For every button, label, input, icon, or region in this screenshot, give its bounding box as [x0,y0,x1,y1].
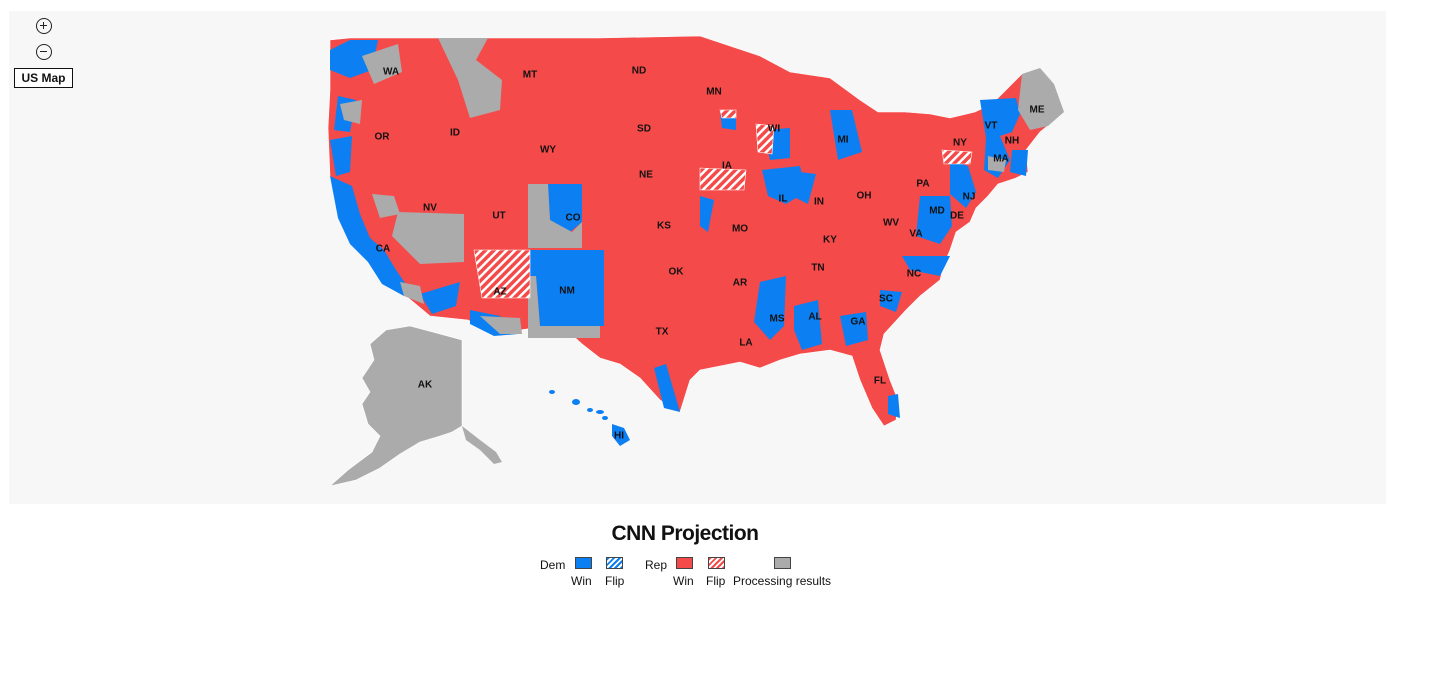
state-label-az: AZ [493,287,506,298]
legend-dem-label: Dem [540,558,566,572]
alaska-panhandle [462,426,502,464]
state-label-wv: WV [883,218,899,229]
state-label-nj: NJ [963,192,976,203]
rep-flip-districts [473,109,973,299]
state-label-ar: AR [733,278,748,289]
legend-rep-win-label: Win [673,574,694,588]
state-label-ma: MA [993,154,1009,165]
state-label-md: MD [929,206,945,217]
state-label-nc: NC [907,269,921,280]
zoom-out-icon[interactable] [36,44,52,60]
state-label-wi: WI [768,124,780,135]
alaska-shape [329,325,463,487]
us-map-button[interactable]: US Map [14,68,73,88]
state-label-mi: MI [837,135,848,146]
state-label-mn: MN [706,87,722,98]
state-label-pa: PA [916,179,929,190]
state-label-nm: NM [559,286,575,297]
legend-dem-win-swatch [575,557,592,569]
legend-dem-win-label: Win [571,574,592,588]
legend: Dem Win Flip Rep Win Flip Processing res… [0,556,1442,596]
state-label-id: ID [450,128,460,139]
state-label-ok: OK [669,267,685,278]
legend-processing-label: Processing results [733,574,832,588]
state-label-ms: MS [770,314,785,325]
state-label-wy: WY [540,145,556,156]
state-label-al: AL [808,312,821,323]
hawaii-shape [549,390,630,446]
us-house-map[interactable]: WA OR CA NV ID MT WY UT AZ CO NM ND SD N… [0,0,1442,510]
state-label-wa: WA [383,67,399,78]
legend-dem-flip-label: Flip [605,574,625,588]
state-label-vt: VT [985,121,998,132]
state-label-co: CO [566,213,581,224]
state-label-me: ME [1030,105,1045,116]
state-label-ga: GA [851,317,866,328]
state-label-de: DE [950,211,964,222]
state-label-fl: FL [874,376,886,387]
state-label-va: VA [909,229,922,240]
legend-rep-flip-swatch [708,557,725,569]
state-label-il: IL [779,194,788,205]
legend-processing-swatch [774,557,791,569]
state-label-sd: SD [637,124,651,135]
legend-rep-label: Rep [645,558,668,572]
state-label-tx: TX [656,327,669,338]
state-label-hi: HI [614,431,624,442]
state-label-sc: SC [879,294,893,305]
state-label-ny: NY [953,138,967,149]
state-label-ak: AK [418,380,433,391]
state-label-nh: NH [1005,136,1019,147]
state-label-tn: TN [811,263,824,274]
legend-dem-flip-swatch [606,557,623,569]
legend-title: CNN Projection [611,522,759,545]
state-label-ks: KS [657,221,671,232]
state-label-nv: NV [423,203,437,214]
state-labels: WA OR CA NV ID MT WY UT AZ CO NM ND SD N… [375,66,1045,442]
processing-districts [340,38,1064,338]
state-label-ky: KY [823,235,837,246]
state-label-nd: ND [632,66,646,77]
state-label-oh: OH [857,191,872,202]
state-label-ca: CA [376,244,390,255]
state-label-or: OR [375,132,391,143]
state-label-ia: IA [722,161,732,172]
state-label-ut: UT [492,211,505,222]
zoom-in-icon[interactable] [36,18,52,34]
state-label-mo: MO [732,224,748,235]
state-label-ne: NE [639,170,653,181]
state-label-mt: MT [523,70,537,81]
state-label-la: LA [739,338,752,349]
legend-rep-win-swatch [676,557,693,569]
legend-rep-flip-label: Flip [706,574,726,588]
state-label-in: IN [814,197,824,208]
